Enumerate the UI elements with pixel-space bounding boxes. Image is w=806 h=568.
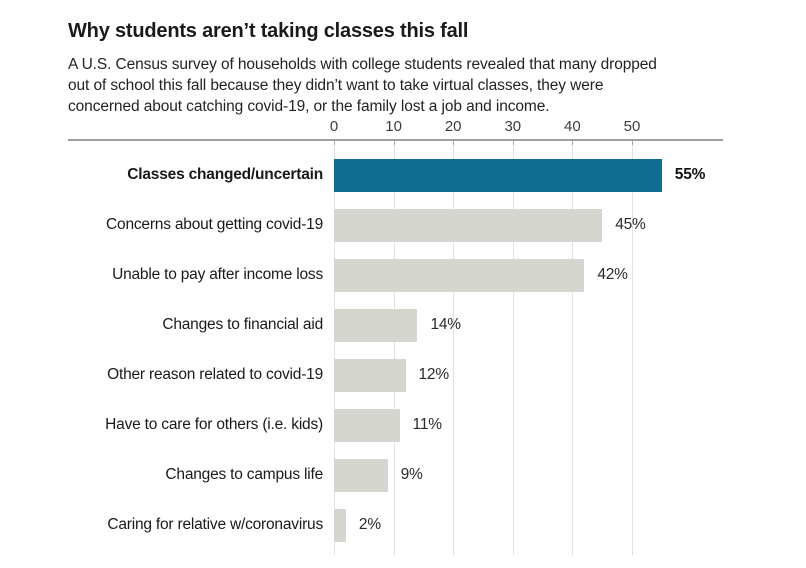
- axis-tick: [453, 140, 455, 145]
- axis-line: [68, 139, 723, 141]
- gridline: [453, 140, 455, 555]
- bar: [334, 308, 418, 342]
- bar-value-label: 9%: [400, 466, 423, 483]
- bar-label: Classes changed/uncertain: [127, 166, 323, 183]
- gridline: [512, 140, 514, 555]
- axis-tick-label: 30: [504, 118, 522, 135]
- gridline: [393, 140, 395, 555]
- axis-tick: [334, 140, 335, 145]
- bar: [334, 208, 603, 242]
- bar: [334, 508, 346, 542]
- chart-subtitle: A U.S. Census survey of households with …: [68, 54, 657, 117]
- gridline: [632, 140, 633, 555]
- bar-value-label: 55%: [674, 166, 706, 183]
- gridline: [334, 140, 335, 555]
- bar-value-label: 45%: [615, 216, 646, 233]
- axis-tick: [572, 140, 574, 145]
- bar: [334, 258, 585, 292]
- bar: [334, 458, 388, 492]
- bar-label: Changes to financial aid: [162, 316, 323, 333]
- axis-tick-label: 50: [623, 118, 641, 135]
- subtitle-line: out of school this fall because they did…: [68, 77, 604, 94]
- bar-label: Concerns about getting covid-19: [106, 216, 323, 233]
- axis-tick: [512, 140, 514, 145]
- bar-label: Have to care for others (i.e. kids): [105, 416, 323, 433]
- axis-tick-label: 10: [385, 118, 402, 135]
- axis-tick: [632, 140, 633, 145]
- bar-value-label: 11%: [412, 416, 442, 433]
- axis-tick-label: 20: [444, 118, 462, 135]
- subtitle-line: concerned about catching covid-19, or th…: [68, 98, 550, 115]
- bar-label: Other reason related to covid-19: [107, 366, 323, 383]
- gridline: [572, 140, 574, 555]
- axis-tick-label: 0: [329, 118, 339, 135]
- subtitle-line: A U.S. Census survey of households with …: [68, 56, 657, 73]
- bar-label: Caring for relative w/coronavirus: [107, 516, 323, 533]
- bar-label: Unable to pay after income loss: [112, 266, 323, 283]
- bar-value-label: 14%: [430, 316, 461, 333]
- axis-tick-label: 40: [564, 118, 581, 135]
- bar-value-label: 12%: [418, 366, 450, 383]
- bar: [334, 158, 662, 192]
- bar: [334, 408, 400, 442]
- bar-value-label: 2%: [358, 516, 381, 533]
- bar-label: Changes to campus life: [165, 466, 323, 483]
- axis-tick: [393, 140, 395, 145]
- chart-title: Why students aren’t taking classes this …: [68, 20, 469, 42]
- bar: [334, 358, 406, 392]
- bar-value-label: 42%: [597, 266, 628, 283]
